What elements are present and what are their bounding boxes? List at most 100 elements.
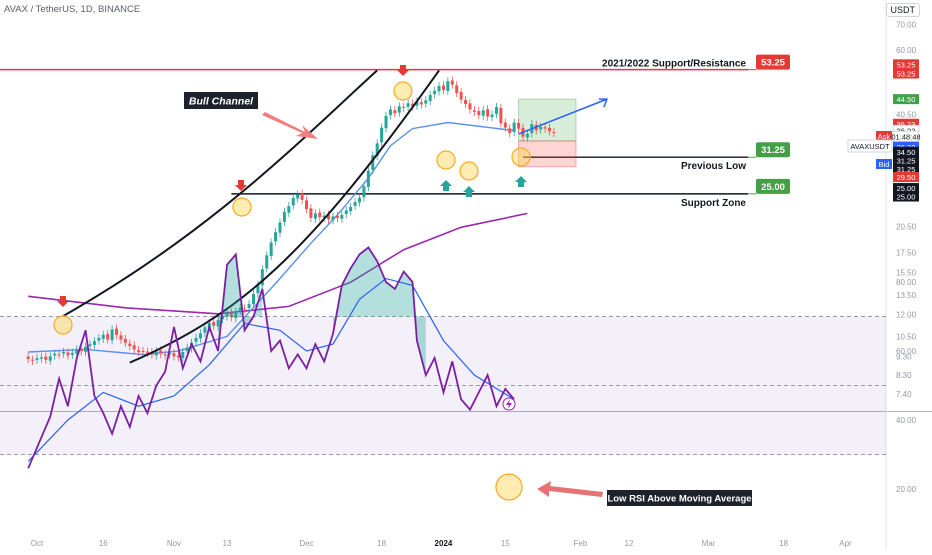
- candle-body: [48, 356, 52, 361]
- candle-body: [137, 350, 141, 352]
- resistance-price-badge-text: 53.25: [761, 58, 785, 69]
- axis-price-tag: [893, 118, 919, 129]
- candle-body: [313, 213, 317, 219]
- price-tick-label: 7.40: [896, 390, 912, 399]
- candle-body: [132, 345, 136, 350]
- sell-arrow-icon: [397, 65, 409, 76]
- candle-body: [123, 338, 127, 343]
- axis-price-tag-text: 36.23: [897, 120, 916, 129]
- price-tick-label: 10.50: [896, 332, 917, 341]
- currency-selector[interactable]: USDT: [885, 3, 920, 17]
- candle-body: [539, 126, 543, 130]
- candle-body: [141, 350, 145, 352]
- highlight-circle: [232, 197, 252, 217]
- candle: [48, 352, 52, 365]
- candle-body: [39, 357, 43, 359]
- candle-body: [499, 107, 503, 124]
- candle-body: [172, 353, 176, 357]
- candle: [304, 196, 308, 214]
- candle-body: [154, 351, 158, 356]
- loss-zone: [518, 140, 577, 168]
- candle: [503, 118, 507, 132]
- candle-body: [543, 127, 547, 129]
- candle: [62, 347, 66, 358]
- candle-body: [327, 214, 331, 220]
- candle-body: [428, 95, 432, 101]
- bid-label: Bid: [879, 160, 890, 169]
- candle-body: [446, 81, 450, 91]
- candle-body: [70, 352, 74, 355]
- candle: [362, 182, 366, 202]
- candle-body: [260, 269, 264, 286]
- candle: [234, 307, 238, 323]
- highlight-circle: [459, 161, 479, 181]
- highlight-circle: [393, 81, 413, 101]
- time-tick-label: 18: [377, 539, 386, 548]
- candle: [185, 343, 189, 356]
- candle-body: [309, 208, 313, 218]
- candle: [388, 105, 392, 120]
- candle-body: [97, 337, 101, 341]
- bid-tag: [876, 159, 892, 169]
- candle: [508, 124, 512, 138]
- candle-body: [450, 80, 454, 85]
- candle: [459, 87, 463, 104]
- candle: [251, 289, 255, 309]
- candle-body: [88, 344, 92, 346]
- highlight-circle: [511, 147, 531, 167]
- candle: [481, 106, 485, 120]
- candle-body: [552, 132, 556, 134]
- axis-price-tag-text: 01:48:48: [891, 132, 920, 141]
- candle-body: [525, 133, 529, 138]
- rsi-label-bg: [607, 490, 752, 506]
- candle-body: [335, 215, 339, 218]
- candle: [163, 350, 167, 360]
- projection-line: [518, 98, 608, 135]
- candle-body: [110, 329, 114, 341]
- candle-body: [145, 351, 149, 353]
- resistance-price-badge: 53.25: [748, 54, 790, 71]
- candle: [225, 309, 229, 321]
- candle: [181, 347, 185, 363]
- price-tick-label: 20.50: [896, 222, 917, 231]
- candle-body: [181, 351, 185, 359]
- rsi-line: [27, 246, 515, 469]
- candle: [353, 197, 357, 211]
- price-tick-label: 13.50: [896, 291, 917, 300]
- candle: [366, 166, 370, 192]
- candle: [406, 99, 410, 112]
- candle: [44, 352, 48, 365]
- ask-tag: [876, 131, 892, 141]
- candle: [490, 110, 494, 122]
- candle: [260, 265, 264, 290]
- support-zone-badge-text: 25.00: [761, 182, 785, 193]
- candle: [282, 207, 286, 227]
- candle-body: [353, 201, 357, 206]
- candle-body: [53, 353, 57, 356]
- candle-body: [269, 242, 273, 256]
- candle: [269, 238, 273, 261]
- rsi-tick-label: 40.00: [896, 416, 917, 425]
- candle: [344, 206, 348, 219]
- rsi-label: Low RSI Above Moving Average: [607, 494, 751, 505]
- time-tick-label: 12: [625, 539, 634, 548]
- ask-label: Ask: [878, 132, 891, 141]
- candle-body: [57, 354, 61, 356]
- candle: [402, 102, 406, 113]
- sell-arrow-icon: [235, 180, 247, 191]
- axis-price-tag: [893, 163, 919, 174]
- axis-price-tag-text: 53.25: [897, 60, 916, 69]
- candle-body: [35, 358, 39, 360]
- candle-body: [481, 110, 485, 116]
- candle-body: [517, 122, 521, 129]
- candle-body: [402, 106, 406, 108]
- axis-price-tag: [893, 94, 919, 105]
- support-zone-label: Support Zone: [681, 198, 746, 209]
- candle: [552, 128, 556, 138]
- previous-low-label: Previous Low: [681, 161, 746, 172]
- candle-body: [344, 210, 348, 215]
- candle-body: [331, 216, 335, 220]
- candle: [229, 308, 233, 322]
